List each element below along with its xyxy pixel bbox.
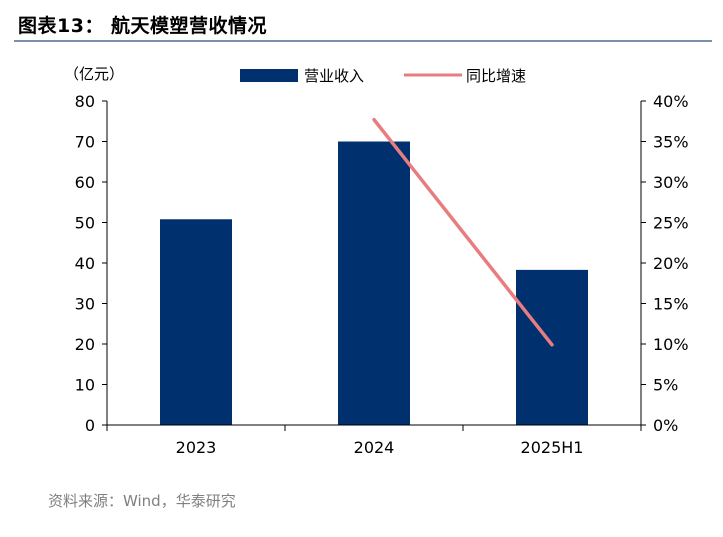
left-axis-tick-label: 20	[75, 335, 95, 354]
right-axis-tick-label: 40%	[653, 92, 689, 111]
figure-title-bar: 图表13： 航天模塑营收情况	[14, 0, 712, 42]
figure-title: 图表13： 航天模塑营收情况	[18, 15, 268, 37]
bar-series	[160, 141, 588, 425]
right-axis-tick-label: 20%	[653, 254, 689, 273]
right-axis-tick-label: 0%	[653, 416, 678, 435]
left-axis-tick-label: 0	[85, 416, 95, 435]
bar	[160, 219, 232, 425]
source-note: 资料来源：Wind，华泰研究	[48, 492, 236, 510]
bar	[516, 269, 588, 425]
x-axis: 2023 2024 2025H1	[106, 424, 642, 457]
left-axis-tick-label: 60	[75, 173, 95, 192]
legend-label-growth: 同比增速	[466, 67, 526, 85]
left-axis-tick-label: 10	[75, 376, 95, 395]
left-axis-tick-label: 30	[75, 295, 95, 314]
left-axis: 0 10 20 30 40 50 60 70 80	[75, 92, 108, 435]
right-axis: 0% 5% 10% 15% 20% 25% 30% 35% 40%	[640, 92, 689, 435]
left-axis-unit: （亿元）	[64, 65, 124, 83]
right-axis-tick-label: 30%	[653, 173, 689, 192]
legend-label-revenue: 营业收入	[304, 67, 364, 85]
x-axis-tick-label: 2023	[176, 438, 217, 457]
right-axis-tick-label: 15%	[653, 295, 689, 314]
left-axis-tick-label: 50	[75, 214, 95, 233]
left-axis-tick-label: 40	[75, 254, 95, 273]
right-axis-tick-label: 35%	[653, 133, 689, 152]
legend-swatch-revenue	[240, 69, 298, 82]
right-axis-tick-label: 5%	[653, 376, 678, 395]
bar	[338, 141, 410, 425]
line-series	[372, 117, 554, 347]
growth-line	[372, 117, 554, 347]
right-axis-tick-label: 25%	[653, 214, 689, 233]
left-axis-tick-label: 80	[75, 92, 95, 111]
x-axis-tick-label: 2024	[354, 438, 395, 457]
right-axis-tick-label: 10%	[653, 335, 689, 354]
legend: 营业收入 同比增速	[240, 67, 526, 85]
left-axis-tick-label: 70	[75, 133, 95, 152]
x-axis-tick-label: 2025H1	[521, 438, 584, 457]
